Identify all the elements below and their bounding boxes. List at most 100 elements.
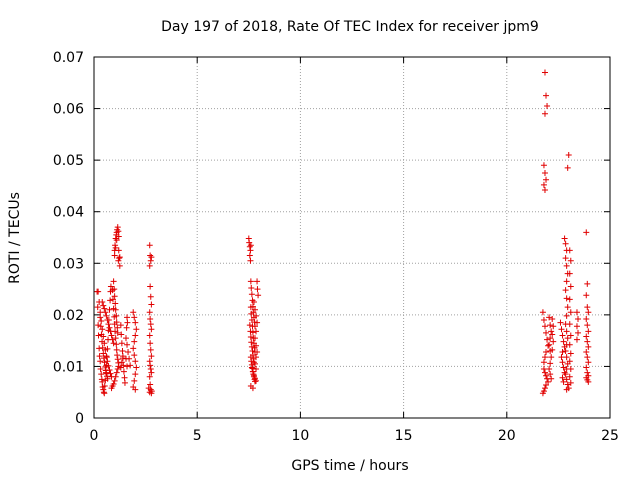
data-point (562, 287, 569, 294)
data-point (104, 375, 111, 382)
data-point (584, 369, 591, 376)
data-point (101, 390, 108, 397)
data-point (147, 257, 154, 264)
data-point (145, 385, 152, 392)
data-point (124, 314, 131, 321)
x-tick-label: 20 (498, 428, 516, 444)
data-point (102, 367, 109, 374)
y-tick-label: 0.02 (53, 308, 84, 324)
data-point (248, 310, 255, 317)
data-point (119, 347, 126, 354)
data-points (94, 69, 592, 397)
data-point (132, 319, 139, 326)
data-point (248, 317, 255, 324)
data-point (100, 350, 107, 357)
grid-lines (94, 57, 610, 418)
data-point (248, 285, 255, 292)
data-point (546, 366, 553, 373)
y-tick-label: 0.01 (53, 359, 84, 375)
data-point (254, 286, 261, 293)
data-point (583, 348, 590, 355)
data-point (567, 366, 574, 373)
data-point (562, 371, 569, 378)
data-point (97, 358, 104, 365)
data-point (124, 319, 131, 326)
chart-title: Day 197 of 2018, Rate Of TEC Index for r… (161, 19, 539, 35)
data-point (564, 304, 571, 311)
data-point (564, 381, 571, 388)
data-point (111, 293, 118, 300)
data-point (132, 386, 139, 393)
data-point (95, 288, 102, 295)
data-point (131, 352, 138, 359)
data-point (566, 373, 573, 380)
data-point (563, 386, 570, 393)
data-point (121, 379, 128, 386)
data-point (559, 332, 566, 339)
data-point (251, 335, 258, 342)
data-point (148, 301, 155, 308)
x-tick-label: 0 (90, 428, 99, 444)
data-point (254, 278, 261, 285)
data-point (563, 328, 570, 335)
data-point (566, 358, 573, 365)
data-point (147, 293, 154, 300)
y-tick-label: 0.03 (53, 256, 84, 272)
data-point (103, 370, 110, 377)
data-point (115, 247, 122, 254)
data-point (103, 312, 110, 319)
data-point (113, 369, 120, 376)
data-point (540, 366, 547, 373)
data-point (110, 340, 117, 347)
data-point (98, 371, 105, 378)
data-point (97, 366, 104, 373)
data-point (120, 368, 127, 375)
data-point (117, 364, 124, 371)
data-point (96, 353, 103, 360)
data-point (564, 164, 571, 171)
data-point (543, 381, 550, 388)
data-point (112, 335, 119, 342)
data-point (549, 331, 556, 338)
data-point (148, 369, 155, 376)
data-point (546, 341, 553, 348)
data-point (96, 345, 103, 352)
data-point (130, 345, 137, 352)
data-point (104, 317, 111, 324)
data-point (540, 359, 547, 366)
data-point (146, 332, 153, 339)
data-point (246, 243, 253, 250)
data-point (114, 366, 121, 373)
data-point (539, 309, 546, 316)
data-point (147, 362, 154, 369)
data-point (109, 336, 116, 343)
data-point (573, 309, 580, 316)
data-point (112, 244, 119, 251)
data-point (541, 170, 548, 177)
data-point (567, 350, 574, 357)
data-point (584, 338, 591, 345)
data-point (547, 360, 554, 367)
data-point (563, 354, 570, 361)
data-point (105, 362, 112, 369)
data-point (106, 367, 113, 374)
data-point (102, 309, 109, 316)
data-point (147, 321, 154, 328)
data-point (123, 324, 130, 331)
data-point (131, 338, 138, 345)
data-point (557, 319, 564, 326)
data-point (106, 324, 113, 331)
data-point (547, 322, 554, 329)
data-point (98, 318, 105, 325)
data-point (561, 235, 568, 242)
data-point (544, 102, 551, 109)
data-point (251, 306, 258, 313)
data-point (131, 314, 138, 321)
data-point (543, 348, 550, 355)
data-point (115, 233, 122, 240)
data-point (567, 332, 574, 339)
data-point (95, 332, 102, 339)
data-point (540, 181, 547, 188)
data-point (113, 341, 120, 348)
